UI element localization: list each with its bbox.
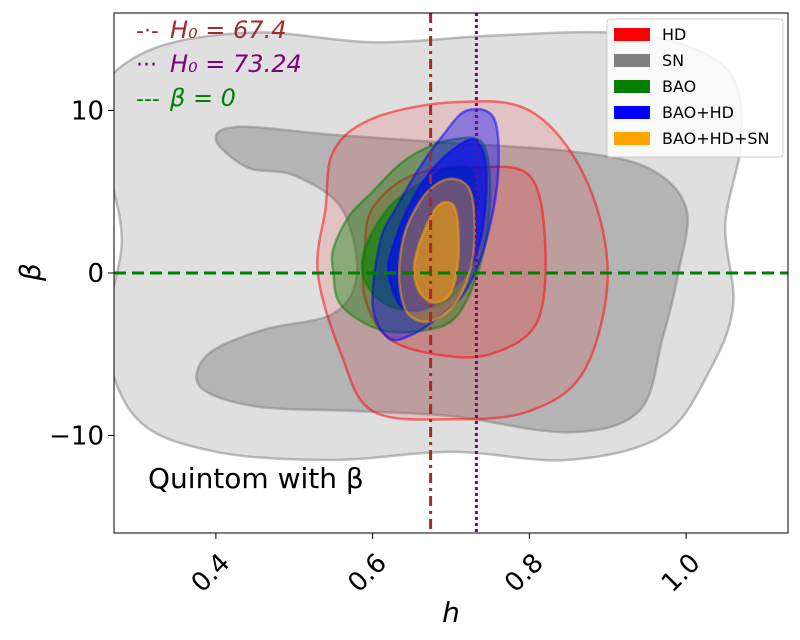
y-tick-label: 10 xyxy=(71,97,104,127)
reference-label-prefix: --- xyxy=(136,87,160,112)
reference-lines xyxy=(114,13,788,533)
reference-label-prefix: -·- xyxy=(136,19,159,44)
y-axis-label: β xyxy=(14,263,47,282)
contour-bao-hd-sn-inner xyxy=(412,200,461,304)
y-tick-label: −10 xyxy=(49,422,104,452)
legend-label: SN xyxy=(662,51,684,70)
series-bao-hd-sn xyxy=(397,177,476,324)
x-tick-label: 0.4 xyxy=(186,548,236,598)
legend: HD SN BAO BAO+HD BAO+HD+SN xyxy=(606,18,784,158)
legend-swatch xyxy=(614,54,650,67)
x-axis-label: h xyxy=(442,596,460,629)
legend-label: BAO+HD xyxy=(662,103,734,122)
reference-line-labels: -·- H₀ = 67.4 ··· H₀ = 73.24 --- β = 0 xyxy=(136,16,302,112)
reference-label-prefix: ··· xyxy=(136,53,157,78)
legend-label: BAO xyxy=(662,77,696,96)
legend-swatch xyxy=(614,132,650,145)
annotation-text: Quintom with β xyxy=(148,462,364,495)
reference-label: H₀ = 67.4 xyxy=(170,16,286,44)
reference-label: β = 0 xyxy=(169,84,236,112)
y-axis-ticks: −10 0 10 xyxy=(49,97,114,452)
legend-label: HD xyxy=(662,25,686,44)
y-tick-label: 0 xyxy=(87,259,104,289)
reference-label: H₀ = 73.24 xyxy=(170,50,302,78)
x-tick-label: 0.8 xyxy=(499,548,549,598)
legend-swatch xyxy=(614,106,650,119)
x-tick-label: 1.0 xyxy=(656,548,706,598)
legend-label: BAO+HD+SN xyxy=(662,129,770,148)
legend-swatch xyxy=(614,80,650,93)
legend-swatch xyxy=(614,28,650,41)
x-axis-ticks: 0.4 0.6 0.8 1.0 xyxy=(186,533,706,598)
legend-box xyxy=(606,18,784,158)
x-tick-label: 0.6 xyxy=(342,548,392,598)
